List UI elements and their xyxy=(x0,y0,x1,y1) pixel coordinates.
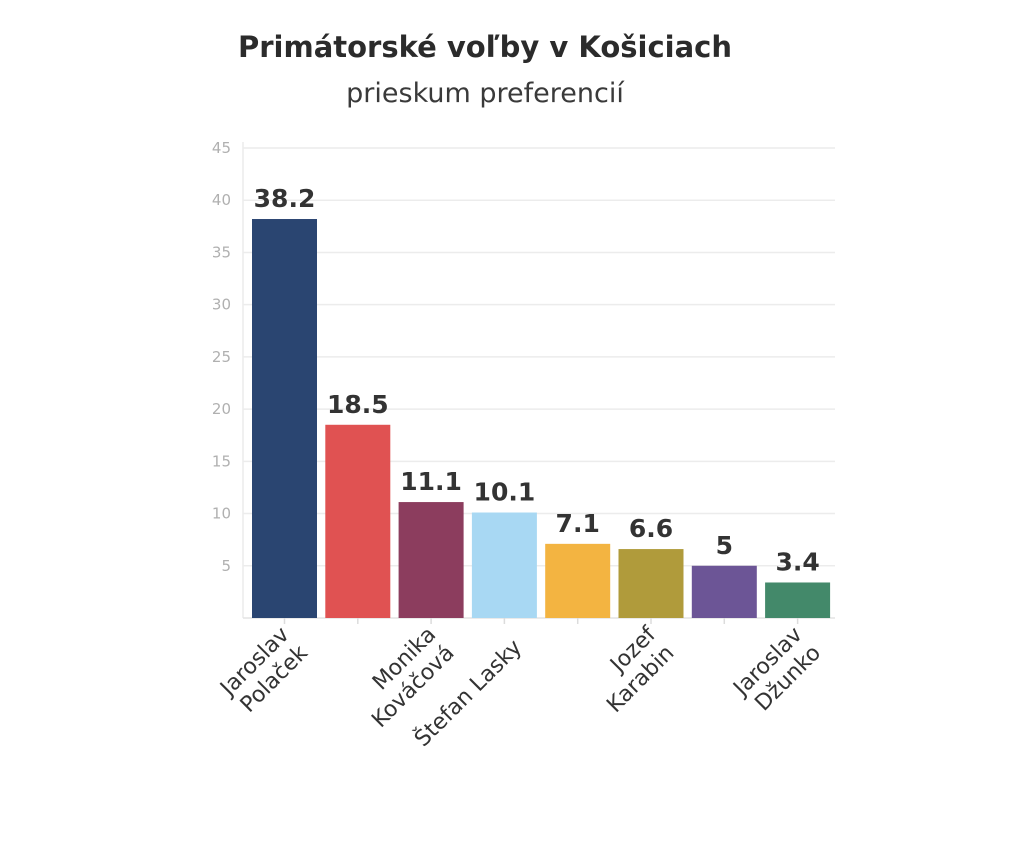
y-tick-label: 20 xyxy=(212,400,231,418)
bar xyxy=(252,219,317,618)
gridlines xyxy=(243,147,835,567)
y-tick-label: 5 xyxy=(221,557,231,575)
y-tick-label: 10 xyxy=(212,505,231,523)
value-label: 11.1 xyxy=(400,467,462,496)
y-tick-label: 30 xyxy=(212,296,231,314)
bar xyxy=(691,565,757,618)
y-tick-label: 35 xyxy=(212,243,231,261)
chart-subtitle: prieskum preferencií xyxy=(346,78,624,109)
value-label: 10.1 xyxy=(474,478,536,507)
value-label: 3.4 xyxy=(775,547,819,576)
bar xyxy=(398,502,464,618)
bar xyxy=(618,549,684,618)
value-label: 7.1 xyxy=(556,509,600,538)
bar xyxy=(545,543,611,618)
bar xyxy=(765,582,831,618)
value-label: 5 xyxy=(716,531,733,560)
value-labels: 38.2 18.5 11.1 10.1 7.1 6.6 5 3.4 xyxy=(254,184,820,576)
value-label: 18.5 xyxy=(327,390,389,419)
chart-title: Primátorské voľby v Košiciach xyxy=(237,30,733,64)
bar xyxy=(325,424,391,618)
y-tick-label: 40 xyxy=(212,191,231,209)
y-tick-label: 45 xyxy=(212,139,231,157)
value-label: 38.2 xyxy=(254,184,316,213)
bar xyxy=(471,512,537,618)
value-label: 6.6 xyxy=(629,514,673,543)
y-tick-label: 25 xyxy=(212,348,231,366)
y-tick-label: 15 xyxy=(212,452,231,470)
bars xyxy=(252,219,831,618)
